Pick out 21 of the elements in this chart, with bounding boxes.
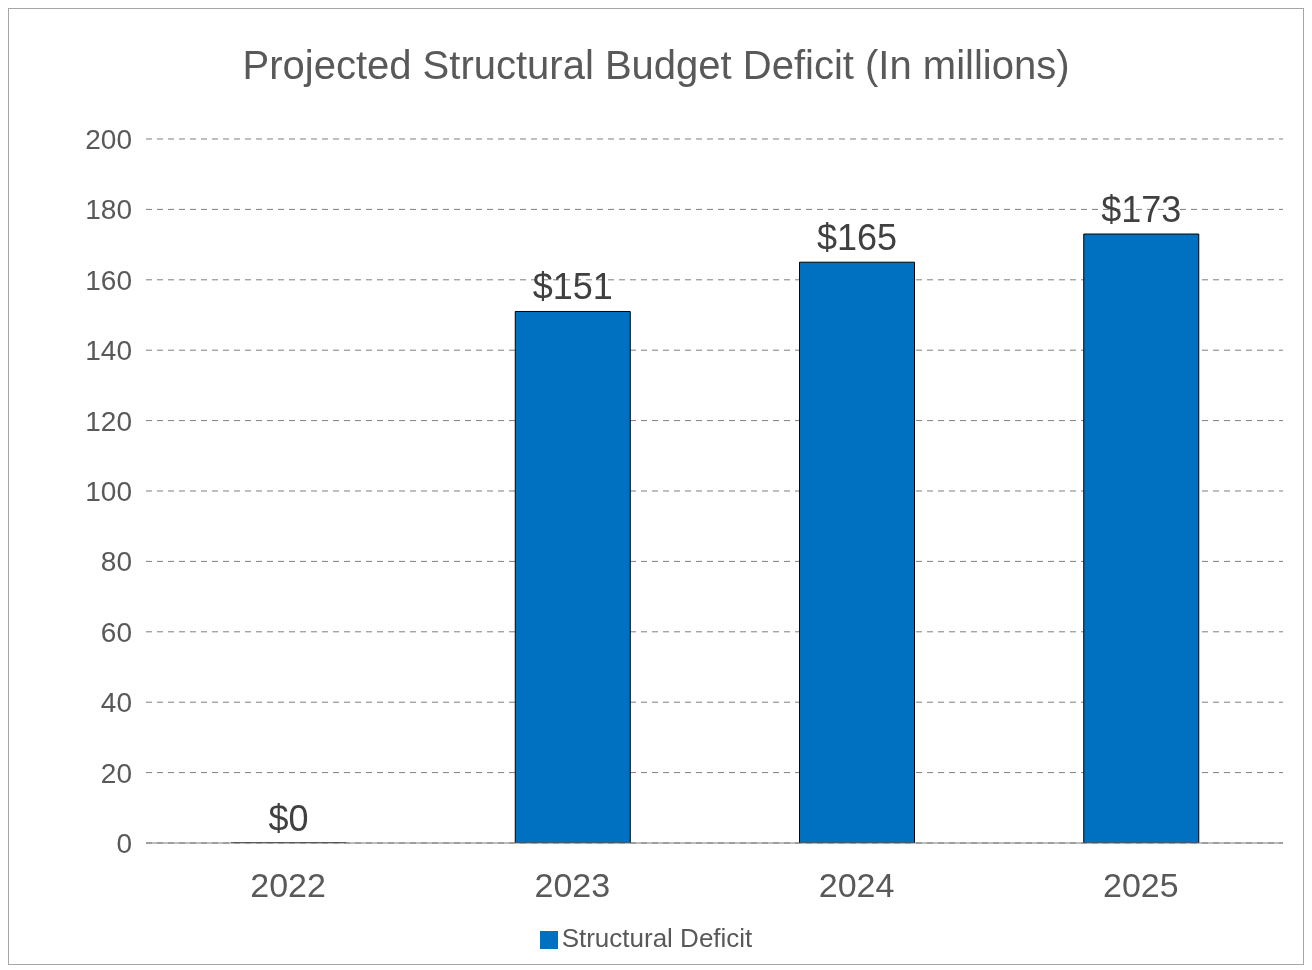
y-tick-label: 20	[100, 757, 132, 789]
y-tick-label: 60	[100, 616, 132, 648]
y-tick-label: 120	[85, 405, 132, 437]
y-tick-label: 40	[100, 687, 132, 719]
data-label: $173	[1101, 189, 1182, 231]
data-label: $0	[268, 797, 309, 839]
y-tick-label: 200	[85, 123, 132, 155]
chart-title: Projected Structural Budget Deficit (In millions)	[241, 42, 1071, 89]
data-label: $165	[816, 217, 898, 259]
y-tick-label: 180	[85, 194, 132, 226]
y-tick-label: 0	[116, 827, 132, 859]
x-tick-label: 2024	[818, 866, 895, 905]
x-tick-label: 2022	[250, 866, 326, 905]
x-tick-label: 2025	[1103, 866, 1179, 905]
data-label: $151	[532, 266, 613, 308]
x-tick-label: 2023	[534, 866, 611, 905]
y-tick-label: 160	[85, 264, 132, 296]
y-tick-label: 140	[85, 335, 132, 367]
legend-label: Structural Deficit	[561, 923, 753, 953]
y-tick-label: 100	[85, 475, 132, 507]
y-tick-label: 80	[100, 546, 132, 578]
